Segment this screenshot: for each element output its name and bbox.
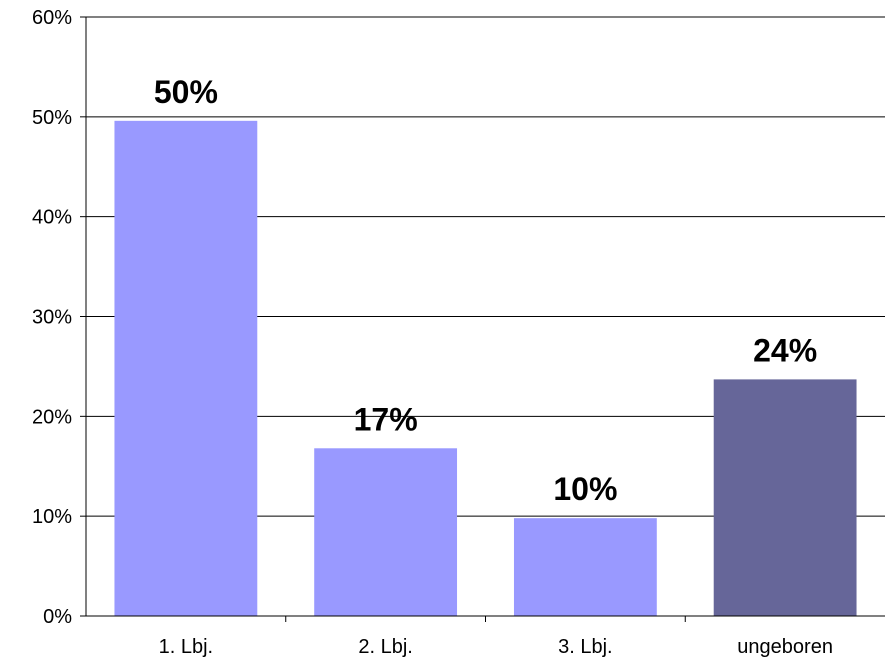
bar-data-label: 50% bbox=[154, 74, 218, 110]
bar-data-label: 17% bbox=[354, 401, 418, 437]
x-category-label: 2. Lbj. bbox=[358, 636, 412, 658]
y-tick-label: 50% bbox=[32, 107, 72, 129]
bar-4 bbox=[713, 379, 857, 616]
bar-data-label: 10% bbox=[553, 471, 617, 507]
y-tick-label: 30% bbox=[32, 307, 72, 329]
x-category-label: 3. Lbj. bbox=[558, 636, 612, 658]
axes bbox=[80, 16, 885, 622]
y-tick-label: 0% bbox=[43, 606, 72, 628]
bar-2 bbox=[314, 448, 458, 616]
labels: 0% 10% 20% 30% 40% 50% 60% 1. Lbj. 50% 2. Lbj. 17%… bbox=[32, 7, 833, 658]
y-tick-label: 20% bbox=[32, 406, 72, 428]
y-tick-label: 60% bbox=[32, 7, 72, 29]
x-category-label: 1. Lbj. bbox=[159, 636, 213, 658]
bar-data-label: 24% bbox=[753, 332, 817, 368]
y-tick-label: 40% bbox=[32, 207, 72, 229]
bar-3 bbox=[513, 518, 657, 616]
bars bbox=[114, 120, 857, 617]
bar-1 bbox=[114, 120, 258, 617]
y-tick-label: 10% bbox=[32, 506, 72, 528]
x-category-label: ungeboren bbox=[737, 636, 833, 658]
